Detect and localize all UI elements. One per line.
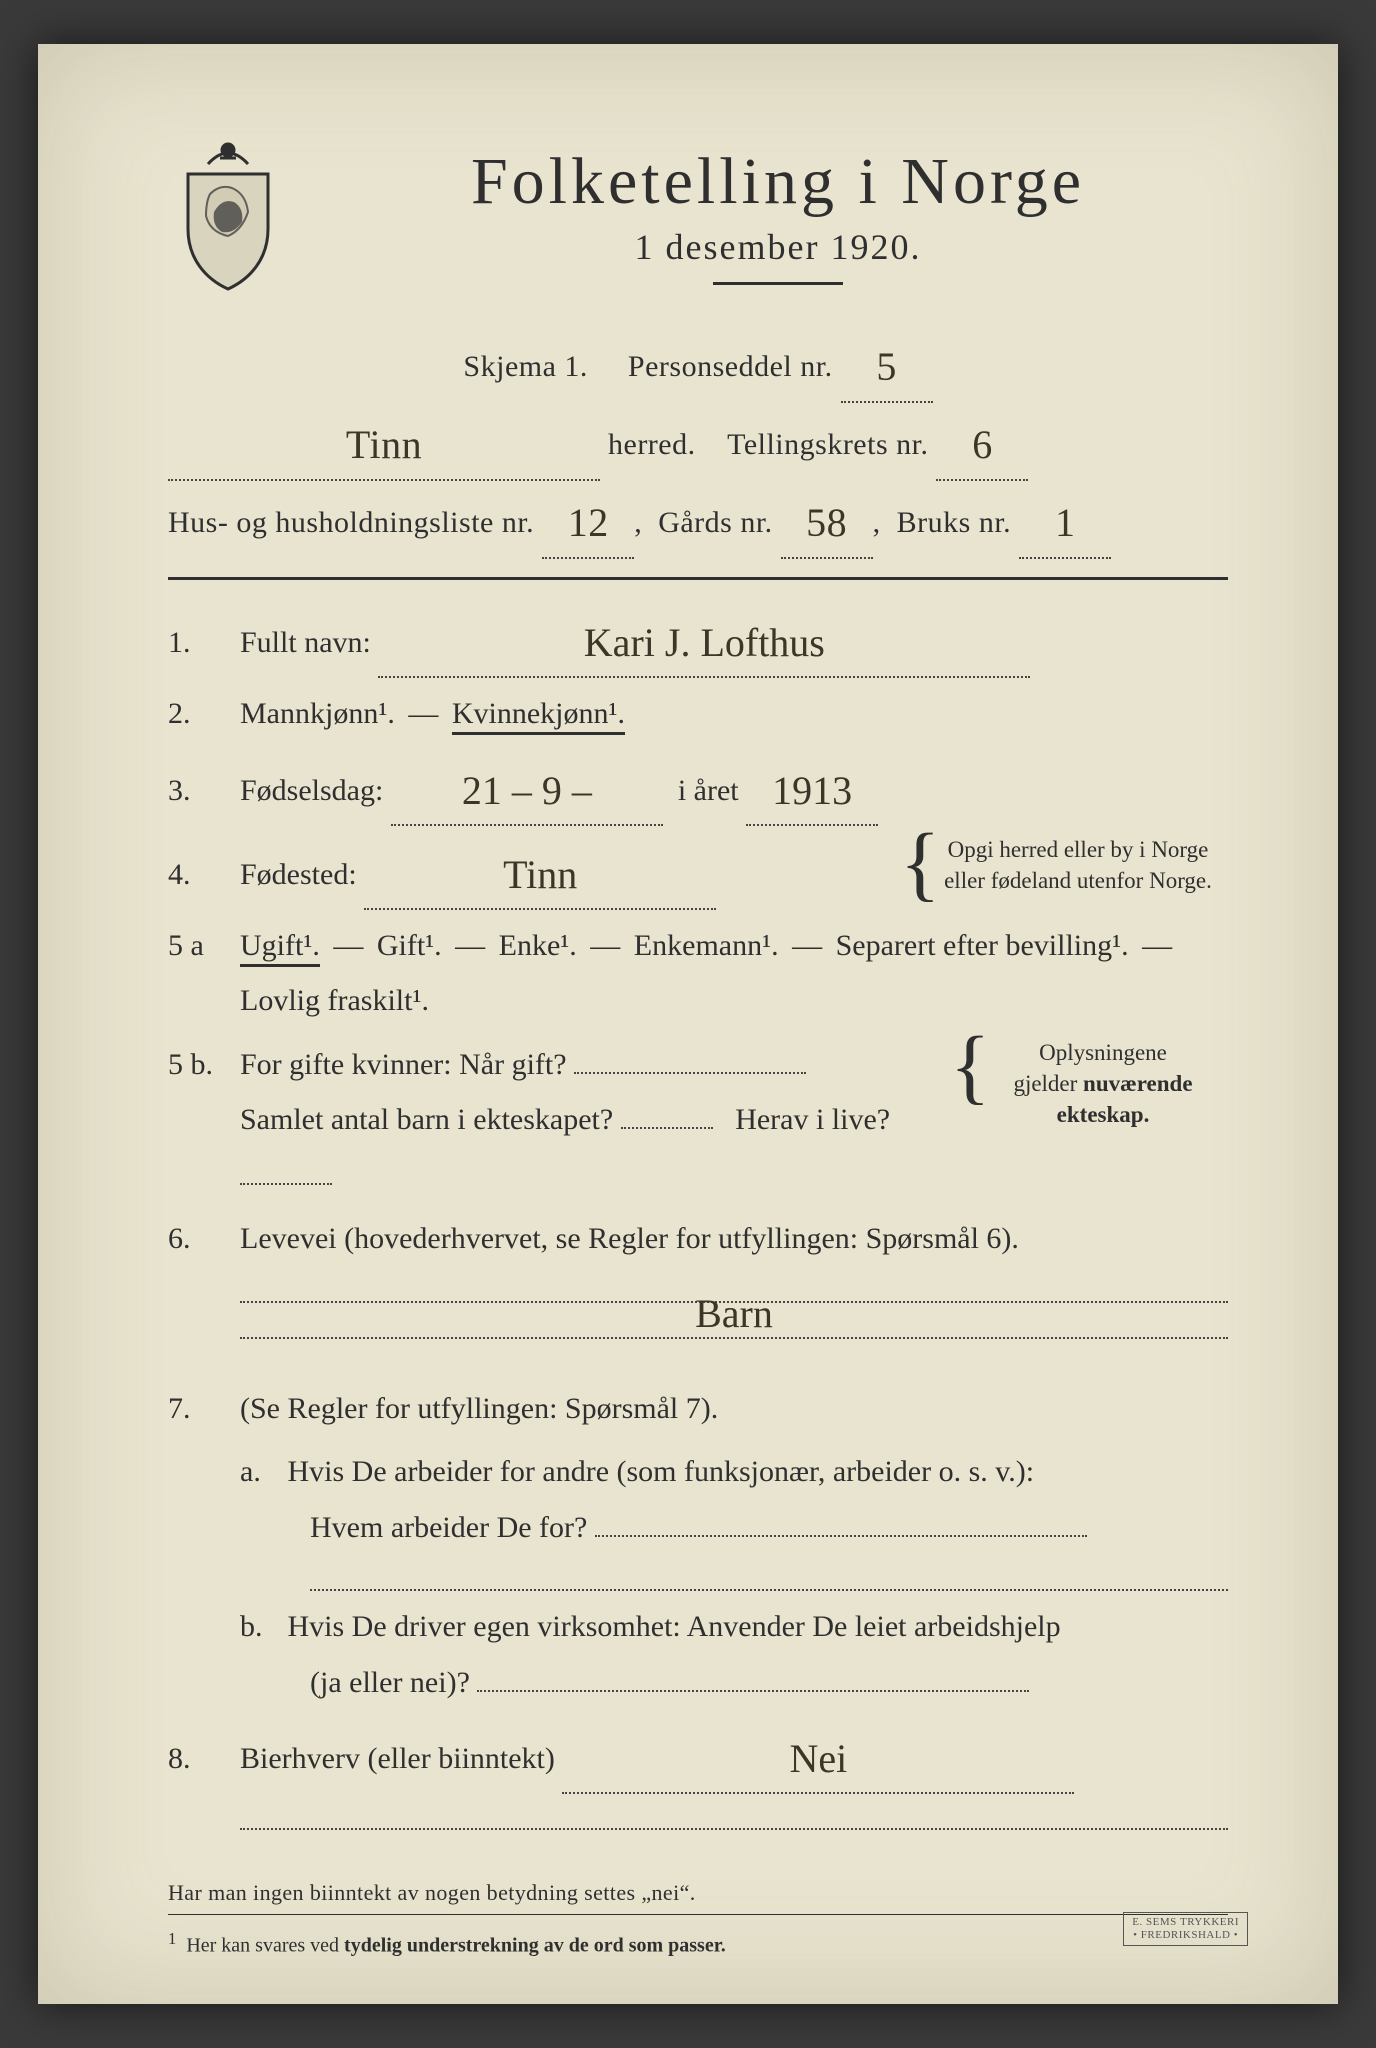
q6-value: Barn bbox=[695, 1277, 773, 1351]
q8: 8. Bierhverv (eller biinntekt) Nei bbox=[168, 1718, 1228, 1830]
title-main: Folketelling i Norge bbox=[328, 144, 1228, 220]
q2: 2. Mannkjønn¹. — Kvinnekjønn¹. bbox=[168, 686, 1228, 742]
q5a-enkemann: Enkemann¹. bbox=[634, 929, 779, 962]
herred-label: herred. bbox=[608, 428, 696, 461]
q5b-children-total bbox=[621, 1127, 713, 1129]
footer-line1: Har man ingen biinntekt av nogen betydni… bbox=[168, 1880, 1228, 1906]
q5b: 5 b. For gifte kvinner: Når gift? Samlet… bbox=[168, 1037, 1228, 1204]
q5b-note-l2: gjelder nuværende bbox=[978, 1068, 1228, 1099]
q6-value-line: Barn bbox=[240, 1273, 1228, 1303]
q5b-l1: For gifte kvinner: Når gift? bbox=[240, 1048, 567, 1081]
q3-num: 3. bbox=[168, 774, 222, 808]
q5a-enke: Enke¹. bbox=[499, 929, 577, 962]
title-rule bbox=[713, 282, 843, 285]
separator-1 bbox=[168, 577, 1228, 580]
q5b-note-l1: Oplysningene bbox=[978, 1037, 1228, 1068]
q5a-ugift: Ugift¹. bbox=[240, 929, 320, 967]
q7a-blank bbox=[595, 1535, 1087, 1537]
q3: 3. Fødselsdag: 21 – 9 – i året 1913 bbox=[168, 750, 1228, 826]
q4-note: Opgi herred eller by i Norge eller fødel… bbox=[906, 834, 1228, 896]
q7-num: 7. bbox=[168, 1392, 222, 1426]
herred-value: Tinn bbox=[168, 403, 600, 481]
census-form-paper: Folketelling i Norge 1 desember 1920. Sk… bbox=[38, 44, 1338, 2004]
q5b-l2: Samlet antal barn i ekteskapet? bbox=[240, 1103, 613, 1136]
footer-rule bbox=[168, 1914, 1228, 1915]
page-wrap: Folketelling i Norge 1 desember 1920. Sk… bbox=[0, 0, 1376, 2048]
q7: 7. (Se Regler for utfyllingen: Spørsmål … bbox=[168, 1381, 1228, 1437]
q4: 4. Fødested: Tinn Opgi herred eller by i… bbox=[168, 834, 1228, 910]
q8-blank bbox=[240, 1800, 1228, 1830]
q7a: a. Hvis De arbeider for andre (som funks… bbox=[168, 1444, 1228, 1591]
personseddel-nr: 5 bbox=[841, 325, 933, 403]
q5a-separert: Separert efter bevilling¹. bbox=[836, 929, 1129, 962]
q5a-num: 5 a bbox=[168, 929, 222, 963]
q5a-gift: Gift¹. bbox=[377, 929, 442, 962]
q5b-num: 5 b. bbox=[168, 1048, 222, 1082]
q5a-fraskilt: Lovlig fraskilt¹. bbox=[240, 984, 429, 1017]
q7a-blank2 bbox=[310, 1561, 1228, 1591]
tellingskrets-label: Tellingskrets nr. bbox=[727, 428, 928, 461]
q3-label: Fødselsdag: bbox=[240, 774, 383, 807]
q7a-text2: Hvem arbeider De for? bbox=[240, 1511, 587, 1544]
tellingskrets-nr: 6 bbox=[936, 403, 1028, 481]
q5b-gift-year bbox=[574, 1072, 806, 1074]
q4-label: Fødested: bbox=[240, 858, 357, 891]
q7a-text1: Hvis De arbeider for andre (som funksjon… bbox=[288, 1455, 1035, 1488]
header-row: Folketelling i Norge 1 desember 1920. bbox=[168, 134, 1228, 315]
gards-nr: 58 bbox=[781, 481, 873, 559]
q7b-text1: Hvis De driver egen virksomhet: Anvender… bbox=[288, 1610, 1061, 1643]
meta-line-1: Skjema 1. Personseddel nr. 5 bbox=[168, 325, 1228, 403]
q2-female: Kvinnekjønn¹. bbox=[452, 697, 625, 735]
title-block: Folketelling i Norge 1 desember 1920. bbox=[328, 134, 1228, 315]
q6-label: Levevei (hovederhvervet, se Regler for u… bbox=[240, 1222, 1019, 1255]
bruks-label: Bruks nr. bbox=[897, 506, 1012, 539]
meta-line-3: Hus- og husholdningsliste nr. 12, Gårds … bbox=[168, 481, 1228, 559]
coat-of-arms-icon bbox=[168, 134, 288, 294]
q5b-children-alive bbox=[240, 1183, 332, 1185]
q5b-note-l3: ekteskap. bbox=[978, 1099, 1228, 1130]
q4-note-l2: eller fødeland utenfor Norge. bbox=[928, 865, 1228, 896]
q8-num: 8. bbox=[168, 1742, 222, 1776]
q1-num: 1. bbox=[168, 626, 222, 660]
bruks-nr: 1 bbox=[1019, 481, 1111, 559]
q4-value: Tinn bbox=[364, 834, 716, 910]
skjema-label: Skjema 1. bbox=[463, 350, 588, 383]
q6-num: 6. bbox=[168, 1222, 222, 1256]
q2-num: 2. bbox=[168, 697, 222, 731]
meta-line-2: Tinn herred. Tellingskrets nr. 6 bbox=[168, 403, 1228, 481]
q3-year-label: i året bbox=[678, 774, 739, 807]
q7b-blank bbox=[477, 1690, 1029, 1692]
q1-value: Kari J. Lofthus bbox=[378, 602, 1030, 678]
q7b: b. Hvis De driver egen virksomhet: Anven… bbox=[168, 1599, 1228, 1710]
q3-year: 1913 bbox=[746, 750, 878, 826]
q5b-note: Oplysningene gjelder nuværende ekteskap. bbox=[956, 1037, 1228, 1130]
printer-stamp: E. SEMS TRYKKERI• FREDRIKSHALD • bbox=[1123, 1912, 1248, 1946]
personseddel-label: Personseddel nr. bbox=[628, 350, 833, 383]
q1-label: Fullt navn: bbox=[240, 626, 371, 659]
footer-note: 1 Her kan svares ved tydelig understrekn… bbox=[168, 1929, 1228, 1958]
q1: 1. Fullt navn: Kari J. Lofthus bbox=[168, 602, 1228, 678]
q6: 6. Levevei (hovederhvervet, se Regler fo… bbox=[168, 1211, 1228, 1339]
q4-num: 4. bbox=[168, 858, 222, 892]
q3-day: 21 – 9 – bbox=[391, 750, 663, 826]
q7-label: (Se Regler for utfyllingen: Spørsmål 7). bbox=[240, 1392, 718, 1425]
footer-note-num: 1 bbox=[168, 1929, 176, 1948]
q5a: 5 a Ugift¹. — Gift¹. — Enke¹. — Enkemann… bbox=[168, 918, 1228, 1029]
gards-label: Gårds nr. bbox=[658, 506, 772, 539]
q8-value: Nei bbox=[562, 1718, 1074, 1794]
title-subtitle: 1 desember 1920. bbox=[328, 226, 1228, 268]
q7b-num: b. bbox=[240, 1599, 280, 1655]
q7a-num: a. bbox=[240, 1444, 280, 1500]
q5b-l3: Herav i live? bbox=[735, 1103, 890, 1136]
husliste-nr: 12 bbox=[542, 481, 634, 559]
q4-note-l1: Opgi herred eller by i Norge bbox=[928, 834, 1228, 865]
q8-label: Bierhverv (eller biinntekt) bbox=[240, 1742, 555, 1775]
husliste-label: Hus- og husholdningsliste nr. bbox=[168, 506, 534, 539]
q7b-text2: (ja eller nei)? bbox=[240, 1666, 470, 1699]
q2-male: Mannkjønn¹. bbox=[240, 697, 395, 730]
